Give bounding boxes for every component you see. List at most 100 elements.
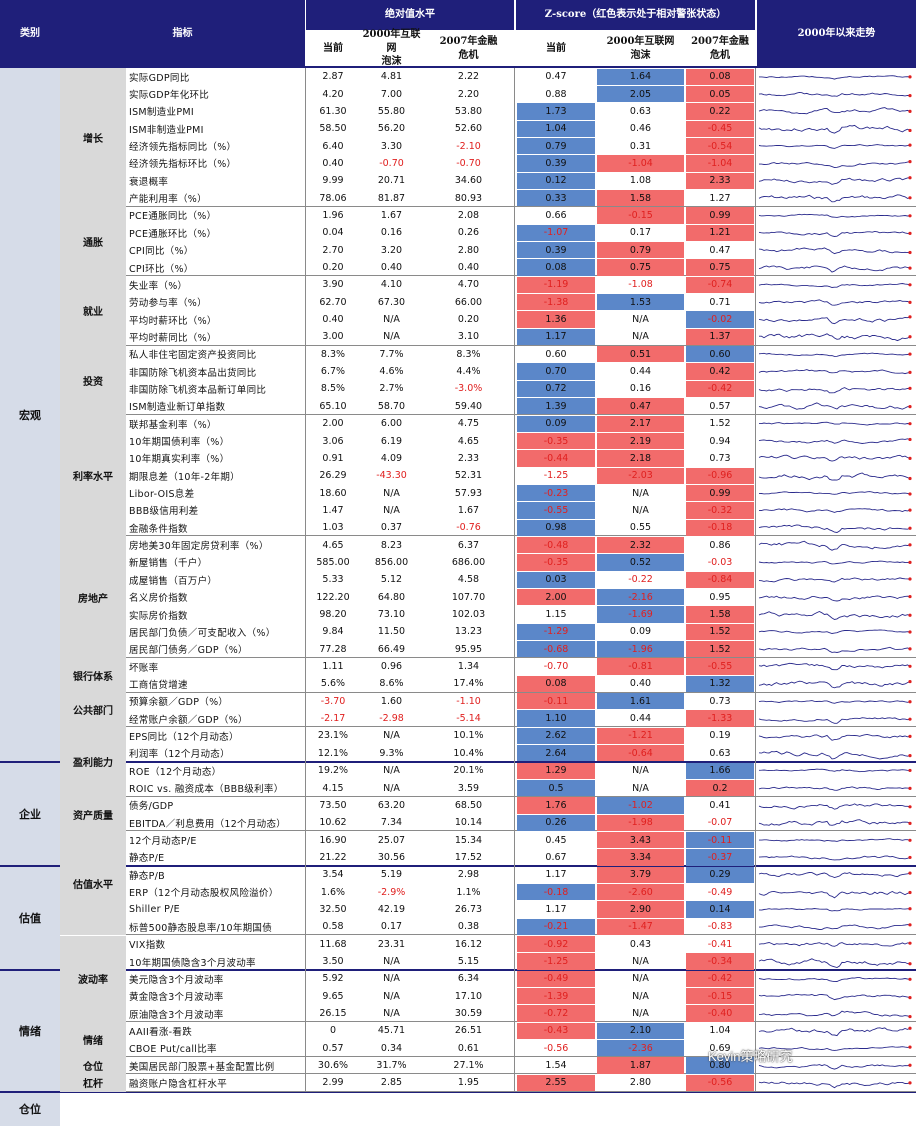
zscore-cell: 2.90 (597, 901, 684, 918)
zscore-cell: N/A (632, 990, 649, 1002)
subheader-current: 当前 (306, 30, 360, 67)
value-current: 9.99 (322, 175, 344, 187)
zscore-cell: 0.39 (517, 155, 595, 172)
value-crisis-2007: 0.40 (457, 262, 480, 274)
indicator-name: PCE通胀同比（%） (129, 211, 217, 223)
value-crisis-2007: 1.1% (456, 886, 481, 898)
value-current: 21.22 (319, 851, 347, 863)
indicator-name: 融资账户隐含杠杆水平 (129, 1078, 228, 1090)
zscore-cell: -0.83 (707, 921, 733, 933)
zscore-cell: -0.42 (686, 970, 754, 988)
zscore-cell: -0.48 (517, 536, 595, 554)
indicator-name: ISM制造业PMI (129, 107, 194, 119)
sparkline (758, 733, 911, 741)
value-current: 8.5% (320, 383, 346, 395)
sparkline (758, 629, 911, 634)
value-bubble-2000: 66.49 (377, 643, 406, 655)
value-current: 0.04 (322, 227, 344, 239)
sparkline (759, 161, 911, 168)
zscore-cell: 2.05 (597, 85, 684, 103)
value-bubble-2000: 55.80 (377, 105, 406, 117)
value-crisis-2007: 2.80 (457, 244, 480, 256)
value-crisis-2007: 27.1% (453, 1060, 484, 1072)
sparkline (758, 750, 911, 760)
value-bubble-2000: N/A (383, 990, 400, 1002)
zscore-cell: -0.55 (517, 502, 595, 519)
zscore-cell: N/A (632, 487, 649, 499)
indicator-name: 原油隐含3个月波动率 (129, 1009, 224, 1021)
zscore-cell: 0.47 (545, 71, 567, 83)
zscore-cell: 0.41 (709, 799, 731, 811)
category-0: 宏观 (0, 68, 60, 762)
sparkline-current-dot (908, 508, 912, 512)
indicator-name: AAII看涨-看跌 (129, 1026, 192, 1038)
zscore-cell: 1.08 (629, 175, 652, 187)
zscore-cell: 0.72 (517, 380, 595, 398)
value-current: 10.62 (319, 817, 347, 829)
sparkline-current-dot (908, 923, 912, 927)
value-bubble-2000: 42.19 (377, 903, 406, 915)
zscore-cell: 0.46 (629, 123, 652, 135)
sparkline-current-dot (908, 176, 912, 180)
zscore-cell: -0.23 (517, 484, 595, 502)
zscore-cell: 0.52 (597, 554, 684, 571)
indicator-name: ISM制造业新订单指数 (129, 402, 226, 414)
subcategory-group-12 (126, 1022, 916, 1057)
zscore-cell: 2.00 (517, 589, 595, 606)
subcategory-13: 仓位 (60, 1056, 126, 1075)
indicator-name: 平均时薪环比（%） (129, 315, 217, 327)
indicator-name: PCE通胀环比（%） (129, 228, 217, 240)
value-crisis-2007: 4.4% (456, 366, 481, 378)
value-bubble-2000: 31.7% (376, 1060, 407, 1072)
value-bubble-2000: 856.00 (374, 556, 409, 568)
sparkline (758, 819, 911, 826)
indicator-name: 预算余额／GDP（%） (129, 697, 229, 709)
value-crisis-2007: 17.10 (454, 990, 483, 1002)
zscore-cell: 2.33 (686, 172, 754, 189)
zscore-cell: 0.45 (545, 834, 567, 846)
subcategory-11: 波动率 (60, 935, 126, 1023)
zscore-cell: -2.36 (597, 1040, 684, 1057)
value-crisis-2007: 68.50 (454, 799, 483, 811)
zscore-cell: N/A (632, 973, 649, 985)
subheader-crisis-2007: 2007年金融 危机 (423, 30, 514, 67)
zscore-cell: 0.94 (709, 435, 731, 447)
value-bubble-2000: 4.6% (379, 366, 404, 378)
zscore-cell: 0.86 (709, 539, 731, 551)
sparkline-current-dot (908, 664, 912, 668)
value-bubble-2000: 3.20 (380, 244, 403, 256)
value-bubble-2000: 5.12 (380, 574, 403, 586)
value-current: 3.54 (322, 869, 344, 881)
sparkline-current-dot (908, 754, 912, 758)
zscore-cell: -0.22 (628, 574, 653, 586)
sparkline (758, 491, 911, 495)
value-current: 2.99 (322, 1077, 344, 1089)
zscore-cell: -0.15 (686, 988, 754, 1005)
zscore-cell: 1.15 (545, 609, 567, 621)
sparkline-current-dot (908, 476, 912, 481)
zscore-cell: 1.17 (517, 328, 595, 346)
value-current: 0.91 (322, 452, 344, 464)
indicator-name: 10年期真实利率（%） (129, 454, 230, 466)
value-current: 8.3% (320, 348, 346, 360)
zscore-cell: -1.21 (597, 727, 684, 745)
zscore-cell: -0.70 (543, 661, 569, 673)
category-2: 估值 (0, 866, 60, 971)
zscore-cell: -0.54 (686, 137, 754, 155)
zscore-cell: 1.73 (517, 103, 595, 120)
value-crisis-2007: 4.58 (457, 574, 480, 586)
subheader-current: 当前 (516, 30, 596, 67)
sparkline-current-dot (908, 734, 912, 738)
zscore-cell: 0.66 (545, 209, 567, 221)
value-current: 2.70 (322, 244, 344, 256)
value-bubble-2000: 9.3% (379, 747, 404, 759)
indicator-name: 平均时薪同比（%） (129, 332, 217, 344)
value-current: 9.65 (322, 990, 344, 1002)
sparkline (758, 1046, 911, 1051)
indicator-name: CPI同比（%） (129, 246, 194, 258)
column-divider (305, 68, 306, 1092)
zscore-cell: -0.72 (517, 1005, 595, 1022)
zscore-cell: -0.21 (517, 918, 595, 935)
indicator-name: 10年期国债利率（%） (129, 437, 230, 449)
